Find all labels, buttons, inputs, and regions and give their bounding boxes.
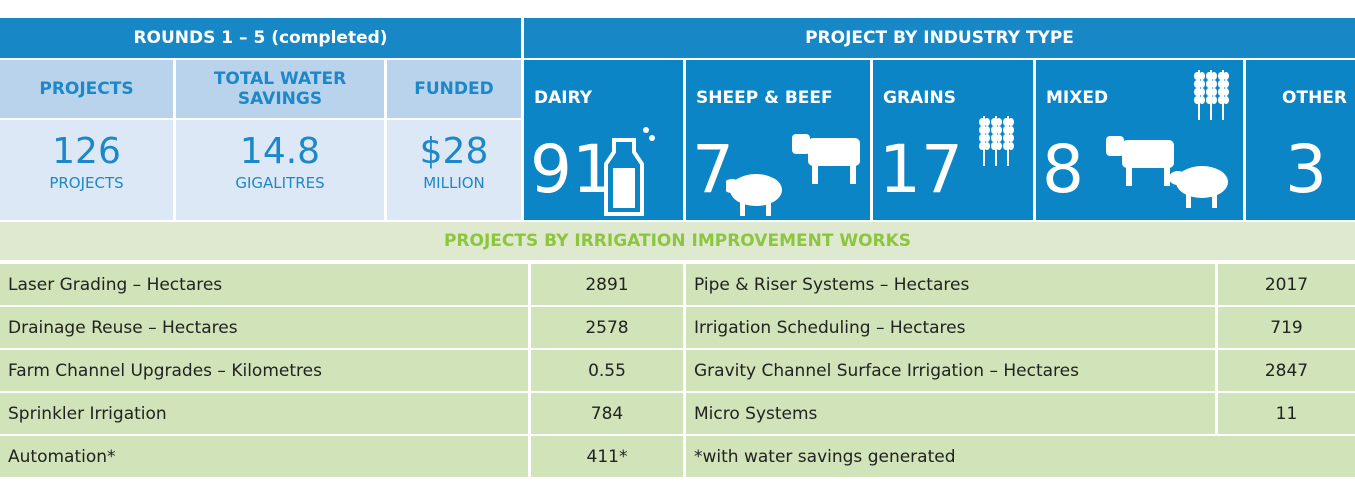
industry-value: 17 <box>879 130 963 210</box>
industry-cell: GRAINS 17 <box>873 60 1033 220</box>
industry-cell: OTHER 3 <box>1246 60 1355 220</box>
industry-value: 91 <box>530 130 614 210</box>
works-value: 2017 <box>1218 264 1355 305</box>
page: ROUNDS 1 – 5 (completed) PROJECT BY INDU… <box>0 0 1355 502</box>
works-label: Gravity Channel Surface Irrigation – Hec… <box>686 350 1215 391</box>
industry-title: PROJECT BY INDUSTRY TYPE <box>524 18 1355 58</box>
summary-unit: GIGALITRES <box>176 174 384 192</box>
industry-value: 3 <box>1285 130 1327 210</box>
works-label: Irrigation Scheduling – Hectares <box>686 307 1215 348</box>
works-value: 2578 <box>531 307 683 348</box>
milk-icon <box>604 120 664 220</box>
sheep-cow-icon <box>726 120 866 220</box>
summary-value: 126 <box>0 130 173 174</box>
works-label: *with water savings generated <box>686 436 1355 477</box>
wheat-icon <box>969 110 1029 180</box>
works-value: 411* <box>531 436 683 477</box>
summary-label: FUNDED <box>387 60 521 118</box>
summary-unit: PROJECTS <box>0 174 173 192</box>
works-label: Sprinkler Irrigation <box>0 393 528 434</box>
works-value: 719 <box>1218 307 1355 348</box>
works-value: 784 <box>531 393 683 434</box>
industry-label: OTHER <box>1282 88 1347 108</box>
industry-label: SHEEP & BEEF <box>696 88 833 108</box>
summary-unit: MILLION <box>387 174 521 192</box>
mixed-icon <box>1096 60 1241 220</box>
industry-label: DAIRY <box>534 88 592 108</box>
summary-value: 14.8 <box>176 130 384 174</box>
works-title: PROJECTS BY IRRIGATION IMPROVEMENT WORKS <box>0 222 1355 260</box>
works-label: Drainage Reuse – Hectares <box>0 307 528 348</box>
works-label: Farm Channel Upgrades – Kilometres <box>0 350 528 391</box>
works-label: Automation* <box>0 436 528 477</box>
works-value: 0.55 <box>531 350 683 391</box>
works-value: 11 <box>1218 393 1355 434</box>
works-label: Laser Grading – Hectares <box>0 264 528 305</box>
summary-label: PROJECTS <box>0 60 173 118</box>
industry-value: 8 <box>1042 130 1084 210</box>
industry-label: GRAINS <box>883 88 956 108</box>
summary-value: $28 <box>387 130 521 174</box>
summary-title: ROUNDS 1 – 5 (completed) <box>0 18 521 58</box>
works-label: Micro Systems <box>686 393 1215 434</box>
works-label: Pipe & Riser Systems – Hectares <box>686 264 1215 305</box>
works-value: 2847 <box>1218 350 1355 391</box>
summary-label: TOTAL WATER SAVINGS <box>176 60 384 118</box>
industry-cell: DAIRY 91 <box>524 60 683 220</box>
works-value: 2891 <box>531 264 683 305</box>
